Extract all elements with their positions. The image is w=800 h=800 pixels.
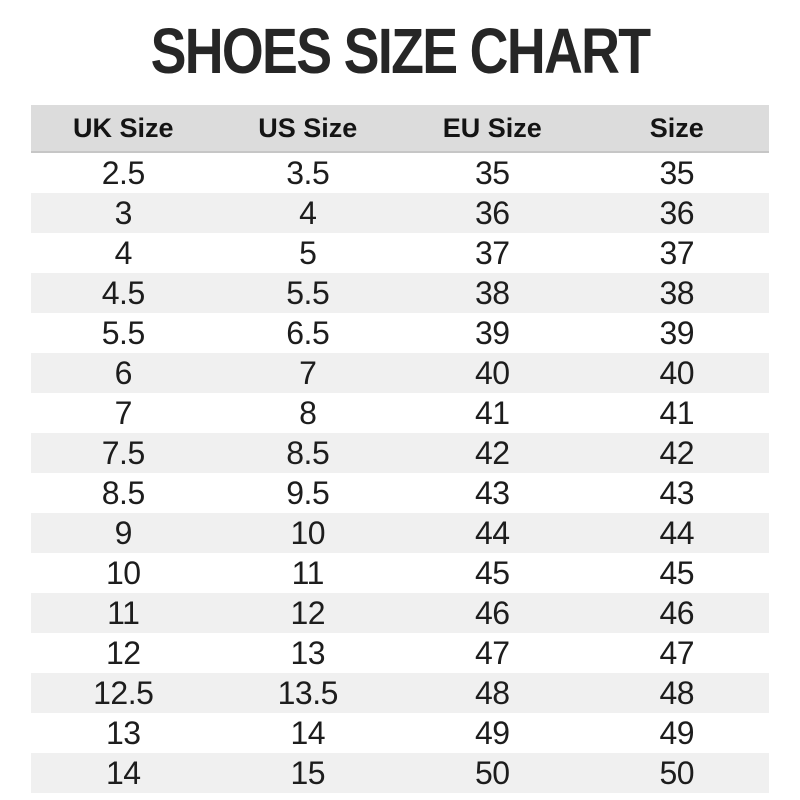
table-cell: 7 — [299, 354, 317, 391]
table-cell: 4.5 — [101, 274, 145, 311]
table-row: 13 14 49 49 — [31, 713, 769, 753]
table-cell: 13.5 — [277, 674, 339, 711]
table-row: 3 4 36 36 — [31, 193, 769, 233]
page-title: SHOES SIZE CHART — [150, 15, 652, 87]
table-cell: 9 — [114, 514, 133, 551]
table-cell: 44 — [659, 514, 695, 551]
table-cell: 3.5 — [286, 154, 330, 191]
table-cell: 46 — [474, 594, 510, 631]
table-cell: 48 — [659, 674, 695, 711]
table-cell: 6.5 — [286, 314, 330, 351]
table-cell: 37 — [474, 234, 510, 271]
table-cell: 43 — [474, 474, 510, 511]
table-cell: 12.5 — [93, 674, 154, 711]
table-row: 5.5 6.5 39 39 — [31, 313, 769, 353]
table-cell: 5.5 — [101, 314, 145, 351]
table-cell: 12 — [290, 594, 326, 631]
table-cell: 49 — [474, 714, 510, 751]
column-header-us-size: US Size — [215, 105, 400, 153]
size-chart-table: UK Size US Size EU Size Size 2.5 3.5 35 35 3… — [31, 105, 769, 793]
table-cell: 2.5 — [101, 154, 145, 191]
table-cell: 8.5 — [286, 434, 330, 471]
table-cell: 5.5 — [286, 274, 330, 311]
table-header: UK Size US Size EU Size Size — [31, 105, 769, 153]
table-cell: 12 — [105, 634, 141, 671]
table-cell: 5 — [299, 234, 317, 271]
table-cell: 4 — [114, 234, 133, 271]
table-cell: 8 — [299, 394, 317, 431]
table-cell: 38 — [474, 274, 510, 311]
column-header-uk-size: UK Size — [31, 105, 216, 153]
table-cell: 7 — [114, 394, 133, 431]
table-cell: 11 — [291, 554, 325, 591]
table-cell: 11 — [107, 594, 140, 631]
table-cell: 42 — [474, 434, 510, 471]
table-cell: 47 — [659, 634, 695, 671]
table-cell: 14 — [105, 754, 141, 791]
table-cell: 46 — [659, 594, 695, 631]
column-header-eu-size: EU Size — [400, 105, 585, 153]
table-cell: 40 — [659, 354, 695, 391]
table-cell: 7.5 — [101, 434, 145, 471]
table-cell: 41 — [474, 394, 510, 431]
table-row: 9 10 44 44 — [31, 513, 769, 553]
table-row: 14 15 50 50 — [31, 753, 769, 793]
table-cell: 40 — [474, 354, 510, 391]
size-table-body: 2.5 3.5 35 35 3 4 36 36 4 5 37 37 4.5 5.5 38 38 5.5 6.5 39… — [31, 152, 769, 793]
table-cell: 45 — [474, 554, 510, 591]
table-row: 8.5 9.5 43 43 — [31, 473, 769, 513]
table-cell: 35 — [474, 154, 510, 191]
table-cell: 3 — [114, 194, 133, 231]
table-cell: 39 — [659, 314, 695, 351]
table-cell: 41 — [659, 394, 695, 431]
table-header-row: UK Size US Size EU Size Size — [31, 105, 769, 153]
table-cell: 13 — [105, 714, 141, 751]
table-cell: 36 — [474, 194, 510, 231]
table-cell: 48 — [474, 674, 510, 711]
table-cell: 10 — [105, 554, 141, 591]
table-row: 6 7 40 40 — [31, 353, 769, 393]
table-cell: 50 — [474, 754, 510, 791]
table-cell: 4 — [299, 194, 317, 231]
table-cell: 44 — [474, 514, 510, 551]
table-row: 12 13 47 47 — [31, 633, 769, 673]
table-cell: 42 — [659, 434, 695, 471]
table-row: 11 12 46 46 — [31, 593, 769, 633]
table-cell: 49 — [659, 714, 695, 751]
table-cell: 6 — [114, 354, 133, 391]
table-cell: 47 — [474, 634, 510, 671]
table-cell: 39 — [474, 314, 510, 351]
table-cell: 9.5 — [286, 474, 330, 511]
table-cell: 13 — [290, 634, 326, 671]
column-header-size: Size — [584, 105, 769, 153]
table-cell: 45 — [659, 554, 695, 591]
table-row: 4 5 37 37 — [31, 233, 769, 273]
table-cell: 35 — [659, 154, 695, 191]
table-cell: 10 — [290, 514, 326, 551]
table-row: 7.5 8.5 42 42 — [31, 433, 769, 473]
table-row: 2.5 3.5 35 35 — [31, 152, 769, 193]
table-cell: 37 — [659, 234, 695, 271]
table-cell: 15 — [290, 754, 326, 791]
table-row: 10 11 45 45 — [31, 553, 769, 593]
table-cell: 8.5 — [101, 474, 145, 511]
table-cell: 14 — [290, 714, 326, 751]
table-cell: 43 — [659, 474, 695, 511]
table-cell: 38 — [659, 274, 695, 311]
table-row: 7 8 41 41 — [31, 393, 769, 433]
table-row: 12.5 13.5 48 48 — [31, 673, 769, 713]
table-cell: 36 — [659, 194, 695, 231]
table-row: 4.5 5.5 38 38 — [31, 273, 769, 313]
table-cell: 50 — [659, 754, 695, 791]
